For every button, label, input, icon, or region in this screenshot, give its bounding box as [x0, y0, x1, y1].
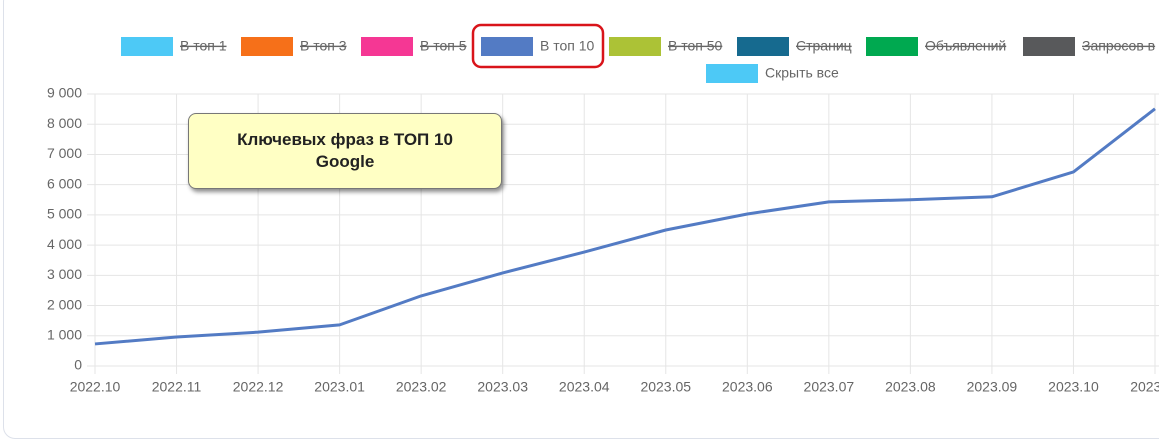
- x-tick-label: 2023.09: [967, 379, 1018, 395]
- y-tick-label: 3 000: [47, 266, 82, 282]
- legend-swatch[interactable]: [737, 37, 789, 56]
- y-tick-label: 2 000: [47, 296, 82, 312]
- y-tick-label: 5 000: [47, 206, 82, 222]
- y-tick-label: 0: [74, 357, 82, 373]
- legend-swatch[interactable]: [481, 37, 533, 56]
- legend-swatch[interactable]: [121, 37, 173, 56]
- y-tick-label: 7 000: [47, 145, 82, 161]
- x-tick-label: 2023.06: [722, 379, 773, 395]
- legend-label[interactable]: В топ 50: [668, 38, 723, 54]
- hide-all-swatch[interactable]: [706, 64, 758, 83]
- legend-swatch[interactable]: [609, 37, 661, 56]
- x-tick-label: 2023.10: [1048, 379, 1099, 395]
- legend-swatch[interactable]: [241, 37, 293, 56]
- x-tick-label: 2023.08: [885, 379, 936, 395]
- legend-swatch[interactable]: [1023, 37, 1075, 56]
- legend-label[interactable]: Страниц: [796, 38, 852, 54]
- legend-swatch[interactable]: [361, 37, 413, 56]
- series-line: [94, 107, 1156, 346]
- x-tick-label: 2023.03: [477, 379, 528, 395]
- x-tick-label: 2023.04: [559, 379, 610, 395]
- x-tick-label: 2023.02: [396, 379, 447, 395]
- y-tick-label: 8 000: [47, 115, 82, 131]
- annotation: Ключевых фраз в ТОП 10 Google: [188, 113, 502, 189]
- card: [3, 0, 1159, 439]
- x-tick-label: 2023.07: [804, 379, 855, 395]
- legend-label[interactable]: В топ 5: [420, 38, 467, 54]
- x-tick-label: 2022.10: [70, 379, 121, 395]
- legend-label[interactable]: В топ 3: [300, 38, 347, 54]
- legend-label[interactable]: Запросов в: [1082, 38, 1155, 54]
- highlight-frame: [471, 23, 605, 69]
- y-tick-label: 1 000: [47, 326, 82, 342]
- x-tick-label: 2023.11: [1130, 379, 1159, 395]
- legend-swatch[interactable]: [866, 37, 918, 56]
- hide-all-label[interactable]: Скрыть все: [765, 65, 839, 81]
- y-tick-label: 6 000: [47, 175, 82, 191]
- x-tick-label: 2022.12: [233, 379, 284, 395]
- x-tick-label: 2023.05: [640, 379, 691, 395]
- y-tick-label: 4 000: [47, 236, 82, 252]
- legend-label[interactable]: В топ 1: [180, 38, 227, 54]
- x-tick-label: 2022.11: [152, 379, 202, 395]
- y-tick-label: 9 000: [47, 85, 82, 101]
- legend-label[interactable]: В топ 10: [540, 38, 595, 54]
- legend-label[interactable]: Объявлений: [925, 38, 1006, 54]
- x-tick-label: 2023.01: [314, 379, 365, 395]
